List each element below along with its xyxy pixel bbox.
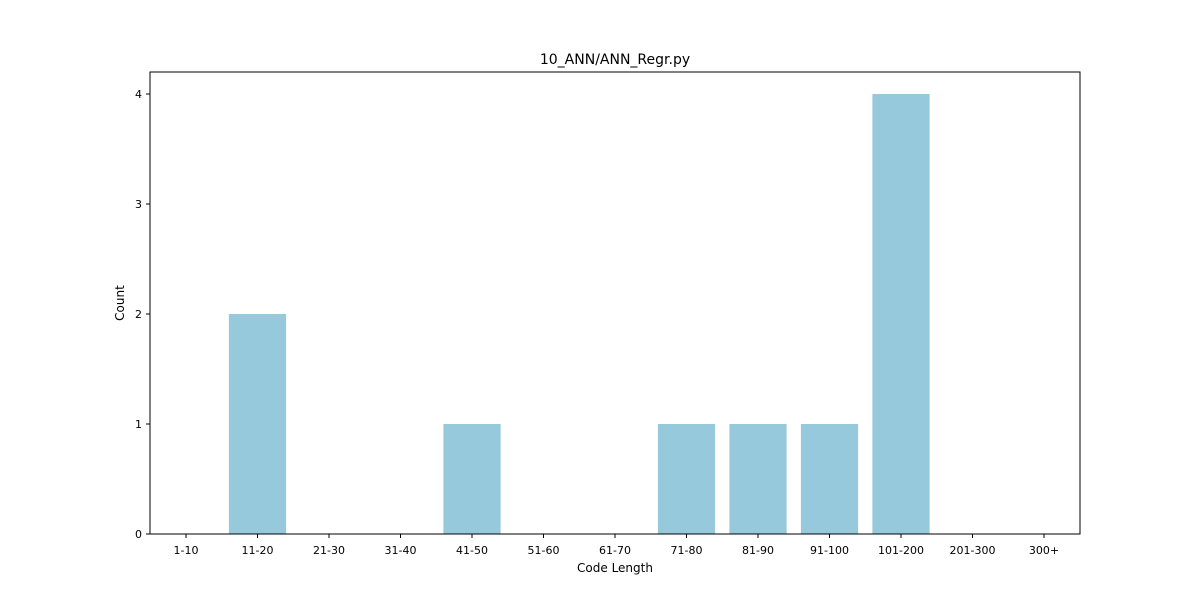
y-tick-label: 0 [135, 528, 142, 541]
bar-41-50 [443, 424, 501, 534]
x-axis-label: Code Length [577, 561, 653, 575]
chart-title: 10_ANN/ANN_Regr.py [540, 52, 690, 68]
x-tick-label: 21-30 [313, 544, 345, 557]
plot-frame [149, 71, 1081, 535]
bar-81-90 [729, 424, 787, 534]
x-tick-label: 91-100 [810, 544, 849, 557]
y-axis-ticks: 0 1 2 3 4 [135, 88, 150, 541]
y-tick-label: 1 [135, 418, 142, 431]
x-tick-label: 300+ [1029, 544, 1059, 557]
x-tick-label: 61-70 [599, 544, 631, 557]
x-tick-label: 51-60 [528, 544, 560, 557]
bar-11-20 [228, 314, 287, 534]
bar-101-200 [872, 94, 930, 534]
x-tick-label: 1-10 [174, 544, 199, 557]
x-tick-label: 101-200 [878, 544, 924, 557]
x-tick-label: 81-90 [742, 544, 774, 557]
x-tick-label: 11-20 [242, 544, 274, 557]
bars-group [228, 94, 930, 534]
y-tick-label: 3 [135, 198, 142, 211]
y-axis-label: Count [113, 285, 127, 321]
x-tick-label: 31-40 [385, 544, 417, 557]
x-tick-label: 201-300 [950, 544, 996, 557]
x-tick-label: 71-80 [671, 544, 703, 557]
bar-91-100 [800, 424, 859, 534]
y-tick-label: 4 [135, 88, 142, 101]
x-tick-label: 41-50 [456, 544, 488, 557]
x-axis-ticks: 1-10 11-20 21-30 31-40 41-50 51-60 61-70 71-80 8… [174, 534, 1059, 557]
y-tick-label: 2 [135, 308, 142, 321]
bar-71-80 [657, 424, 716, 534]
